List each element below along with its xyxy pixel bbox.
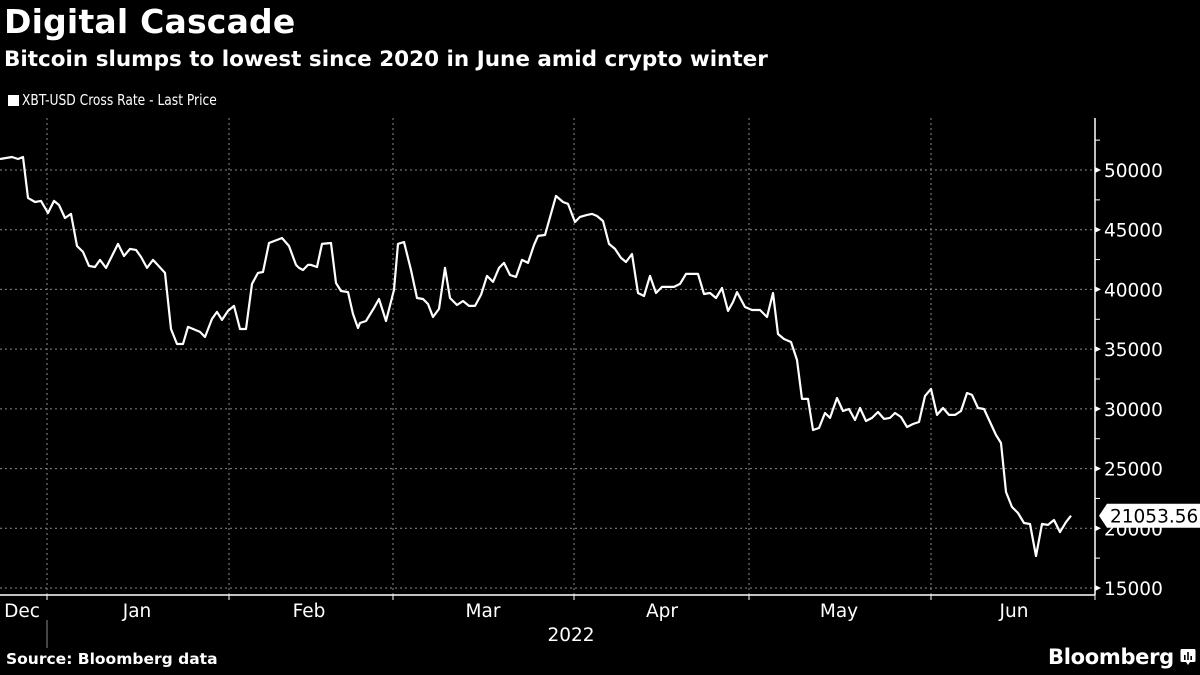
y-tick-marker <box>1095 167 1101 173</box>
y-tick-label: 25000 <box>1104 460 1163 481</box>
x-tick-label: Feb <box>293 601 326 622</box>
price-line <box>0 155 1072 558</box>
y-tick-marker <box>1095 346 1101 353</box>
gridlines <box>0 118 1095 595</box>
year-label: 2022 <box>547 625 594 646</box>
y-tick-marker <box>1095 286 1101 293</box>
legend-label: XBT-USD Cross Rate - Last Price <box>22 91 217 109</box>
y-tick-marker <box>1095 585 1101 591</box>
y-tick-label: 35000 <box>1104 340 1163 361</box>
y-tick-label: 50000 <box>1104 161 1163 182</box>
brand-name: Bloomberg <box>1048 645 1174 669</box>
y-tick-marker <box>1095 226 1101 233</box>
last-value-text: 21053.56 <box>1110 507 1198 528</box>
x-tick-label: Dec <box>4 601 40 622</box>
source-note: Source: Bloomberg data <box>6 650 218 668</box>
x-tick-label: Jun <box>999 601 1029 622</box>
legend: XBT-USD Cross Rate - Last Price <box>8 91 243 109</box>
bloomberg-logo: Bloomberg <box>1048 645 1196 669</box>
axes: 1500020000250003000035000400004500050000… <box>0 118 1163 648</box>
y-tick-marker <box>1095 465 1101 472</box>
y-tick-label: 45000 <box>1104 221 1163 242</box>
legend-swatch <box>8 94 19 106</box>
last-value-badge: 21053.56 <box>1099 503 1200 528</box>
y-tick-marker <box>1095 525 1101 532</box>
chart-title: Digital Cascade <box>4 2 296 41</box>
bloomberg-chart-icon <box>1180 649 1196 665</box>
x-tick-label: Apr <box>646 601 678 622</box>
chart-subtitle: Bitcoin slumps to lowest since 2020 in J… <box>4 47 768 72</box>
y-tick-label: 15000 <box>1104 579 1163 600</box>
y-tick-label: 30000 <box>1104 400 1163 421</box>
y-tick-label: 40000 <box>1104 280 1163 301</box>
x-tick-label: Jan <box>122 601 152 622</box>
x-tick-label: Mar <box>466 601 501 622</box>
y-tick-marker <box>1095 405 1101 412</box>
last-value-badge-shape <box>1099 503 1200 528</box>
x-tick-label: May <box>820 601 858 622</box>
